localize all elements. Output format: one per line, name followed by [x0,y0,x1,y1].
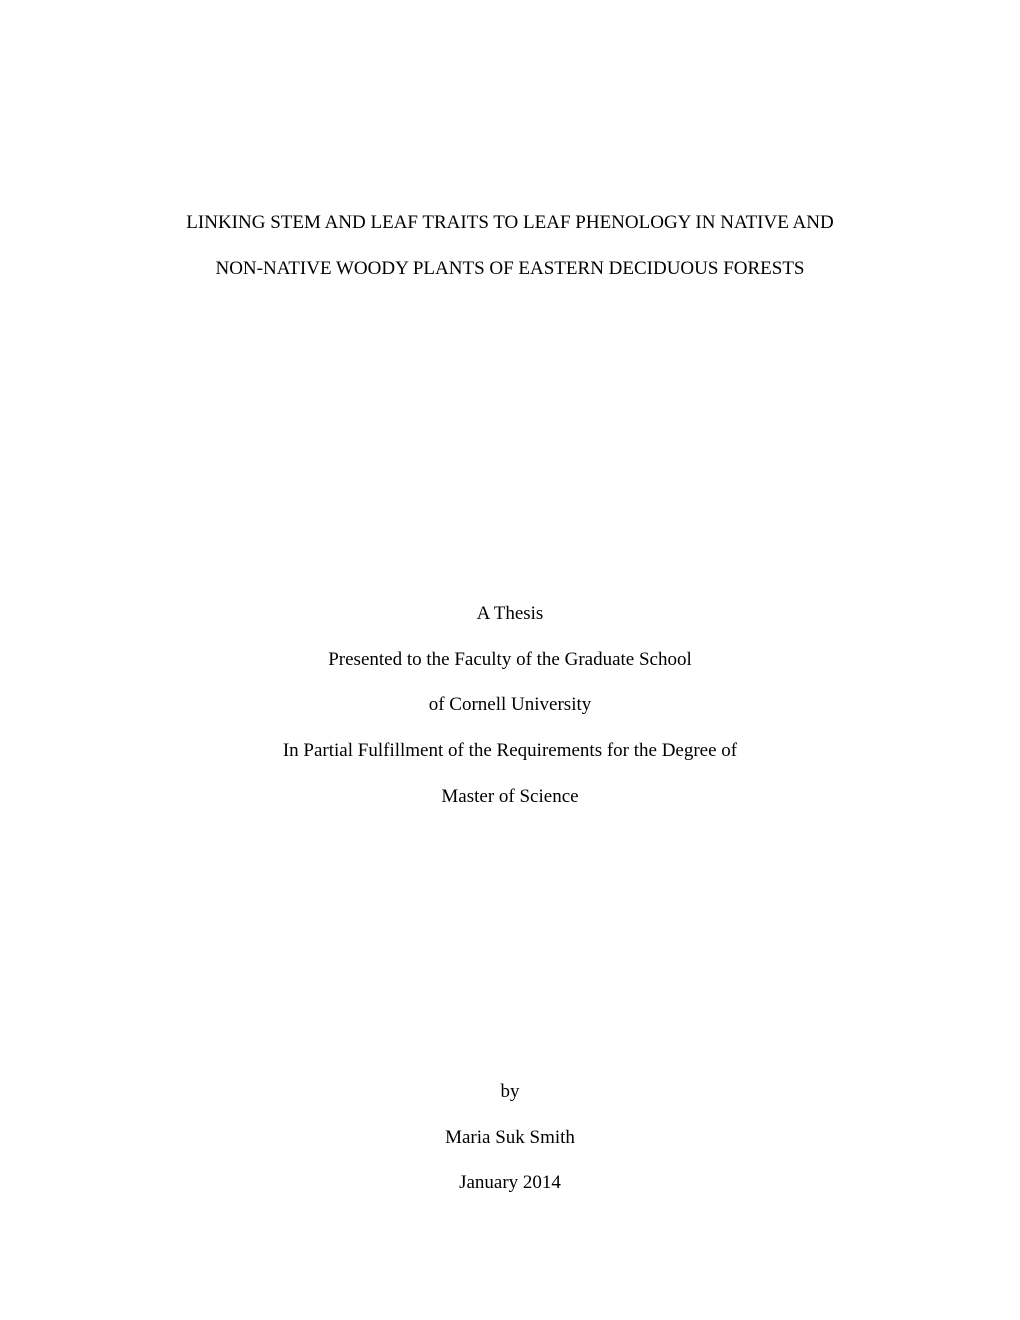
title-line-2: NON-NATIVE WOODY PLANTS OF EASTERN DECID… [186,246,833,292]
thesis-line-3: of Cornell University [283,682,737,728]
thesis-title-page: LINKING STEM AND LEAF TRAITS TO LEAF PHE… [0,0,1020,1320]
title-line-1: LINKING STEM AND LEAF TRAITS TO LEAF PHE… [186,200,833,246]
thesis-line-4: In Partial Fulfillment of the Requiremen… [283,728,737,774]
thesis-line-1: A Thesis [283,591,737,637]
thesis-line-5: Master of Science [283,774,737,820]
author-block: by Maria Suk Smith January 2014 [445,1069,575,1206]
thesis-line-2: Presented to the Faculty of the Graduate… [283,637,737,683]
title-block: LINKING STEM AND LEAF TRAITS TO LEAF PHE… [186,200,833,291]
author-by: by [445,1069,575,1115]
author-date: January 2014 [445,1160,575,1206]
author-name: Maria Suk Smith [445,1115,575,1161]
thesis-description-block: A Thesis Presented to the Faculty of the… [283,591,737,819]
